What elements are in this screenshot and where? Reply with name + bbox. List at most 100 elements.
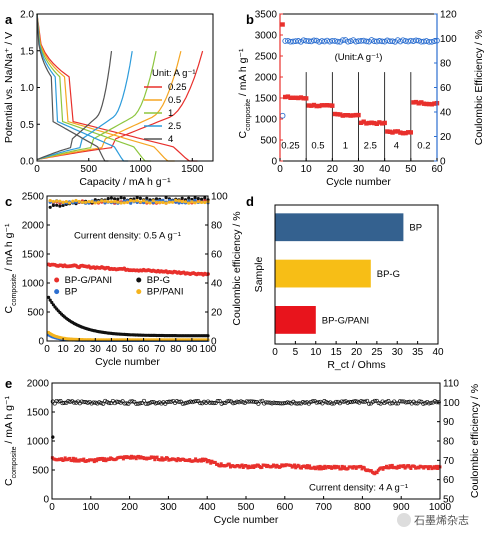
- capacity-point: [389, 465, 393, 469]
- y2-axis-label: Coulombic efficiency / %: [469, 384, 481, 498]
- ce-point: [180, 401, 185, 406]
- capacity-point: [260, 465, 264, 469]
- ce-point: [138, 401, 143, 406]
- capacity-point: [353, 112, 359, 118]
- ce-point: [258, 399, 263, 404]
- capacity-point: [306, 103, 311, 108]
- ce-point: [110, 398, 115, 404]
- ce-point: [186, 400, 191, 405]
- ce-point: [303, 37, 310, 44]
- capacity-point: [358, 120, 364, 125]
- x-tick-label: 900: [393, 502, 410, 513]
- ce-point: [155, 400, 160, 406]
- panel-c: c0 10 20 30 40 50 60 70 80 90 10005001000150020002…: [3, 192, 243, 369]
- legend-marker: [54, 277, 60, 283]
- y2-tick-label: 110: [443, 379, 459, 390]
- ce-point: [209, 400, 214, 405]
- ce-point: [295, 401, 300, 406]
- y-tick-label: 1.5: [20, 46, 34, 57]
- ce-point: [106, 197, 110, 201]
- capacity-point: [301, 96, 306, 101]
- x-tick-label: 1000: [129, 164, 152, 175]
- capacity-point: [402, 464, 406, 468]
- ce-point: [93, 400, 98, 405]
- y-tick-label: 500: [27, 308, 44, 319]
- capacity-point: [82, 457, 86, 461]
- capacity-point: [332, 464, 336, 468]
- x-tick-label: 100: [200, 344, 217, 355]
- ce-point: [417, 399, 422, 404]
- capacity-point: [373, 472, 377, 476]
- capacity-point: [290, 95, 296, 100]
- x-tick-label: 0: [277, 164, 283, 175]
- watermark: 石墨烯杂志: [397, 513, 469, 527]
- capacity-point: [107, 458, 111, 461]
- ce-point: [106, 401, 112, 406]
- rate-label: 0.25: [281, 140, 300, 151]
- rate-label: 2.5: [364, 140, 377, 151]
- ce-point: [376, 38, 383, 44]
- ce-point: [302, 400, 308, 405]
- x-tick-label: 10: [301, 164, 313, 175]
- ce-point: [103, 199, 107, 203]
- capacity-point: [240, 463, 244, 467]
- y2-tick-label: 20: [440, 132, 452, 143]
- ce-point: [81, 400, 86, 405]
- legend-marker: [54, 289, 60, 295]
- capacity-point: [192, 459, 196, 463]
- ce-point: [161, 200, 165, 205]
- y-tick-label: 1500: [27, 408, 50, 419]
- ce-point: [353, 38, 359, 45]
- x-axis-label: Cycle number: [326, 176, 391, 188]
- x-tick-label: 50: [122, 344, 134, 355]
- y2-axis-label: Coulombic efficiency / %: [231, 211, 243, 325]
- y-tick-label: 3000: [255, 31, 278, 42]
- ce-point: [345, 38, 351, 45]
- ce-point: [405, 400, 410, 405]
- ce-point: [401, 399, 406, 404]
- capacity-point: [319, 467, 323, 471]
- ce-point: [85, 400, 90, 405]
- y-tick-label: 1000: [27, 437, 50, 448]
- ce-point: [314, 400, 319, 405]
- ce-point: [119, 196, 123, 200]
- ce-point: [279, 401, 284, 406]
- capacity-point: [408, 130, 413, 135]
- y2-axis-label: Coulombic Efficiency / %: [473, 30, 485, 145]
- capacity-point: [359, 464, 363, 468]
- ce-point: [268, 400, 273, 405]
- ce-point: [198, 401, 203, 406]
- capacity-point: [387, 129, 393, 134]
- y-tick-label: 0: [271, 157, 277, 168]
- ce-point: [353, 399, 358, 404]
- capacity-point-BP-G: [47, 295, 51, 299]
- x-tick-label: 40: [106, 344, 118, 355]
- capacity-point: [433, 466, 437, 470]
- capacity-point: [429, 465, 433, 469]
- bar-BP-G: [275, 259, 371, 288]
- ce-point: [61, 200, 65, 204]
- ce-point: [326, 401, 331, 406]
- watermark-text: 石墨烯杂志: [414, 514, 469, 527]
- ce-point: [96, 200, 101, 204]
- y2-tick-label: 60: [211, 250, 223, 261]
- ce-point: [372, 398, 377, 403]
- x-tick-label: 90: [186, 344, 198, 355]
- ce-point: [320, 401, 325, 406]
- discharge-curve-1: [36, 13, 151, 162]
- ce-point: [203, 196, 207, 200]
- watermark-logo-icon: [397, 513, 411, 527]
- ce-point: [84, 200, 88, 204]
- ce-point: [154, 197, 159, 201]
- ce-point: [293, 401, 298, 406]
- capacity-point-BP-G: [51, 303, 56, 307]
- ce-point: [113, 197, 117, 201]
- ce-point: [62, 400, 67, 405]
- ce-point: [122, 401, 127, 406]
- capacity-point: [219, 462, 223, 466]
- capacity-point: [361, 119, 366, 124]
- y-tick-label: 2000: [22, 221, 45, 232]
- ce-point: [101, 401, 106, 406]
- ce-point: [154, 200, 159, 204]
- capacity-point: [130, 454, 133, 458]
